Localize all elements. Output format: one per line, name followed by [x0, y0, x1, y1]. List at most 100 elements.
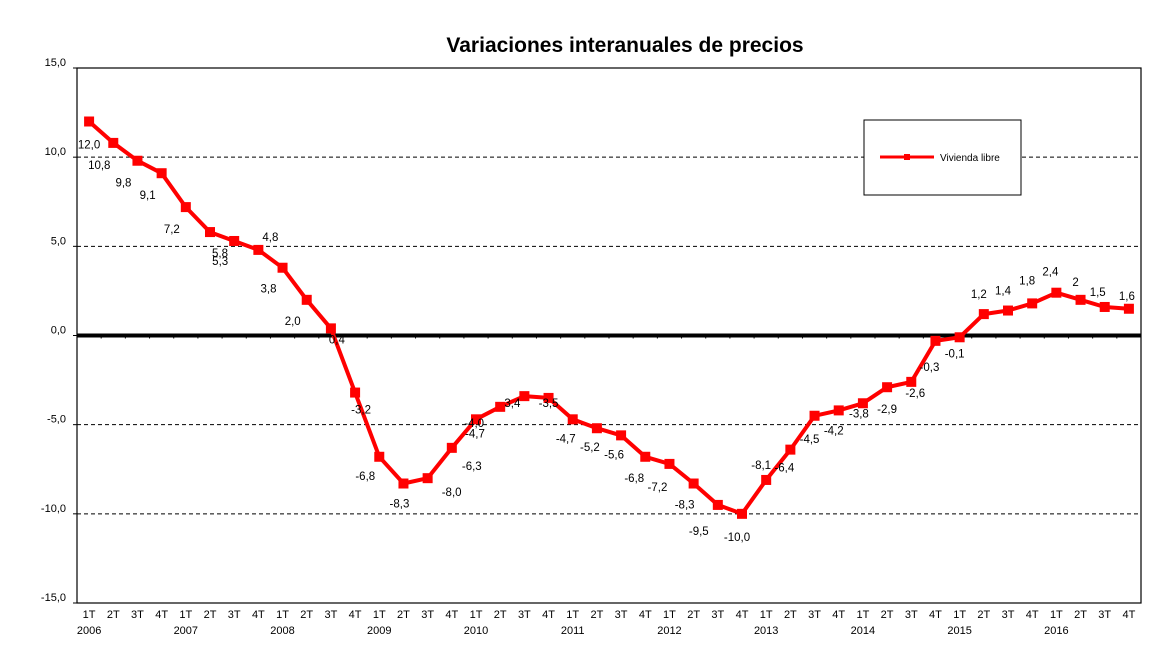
- x-year-label: 2011: [561, 625, 585, 637]
- data-point: [325, 323, 336, 334]
- x-tick-label: 2T: [300, 609, 313, 621]
- data-point: [664, 458, 675, 469]
- data-label: 1,4: [995, 286, 1012, 298]
- data-label: -8,0: [442, 487, 462, 499]
- x-tick-label: 3T: [905, 609, 918, 621]
- chart-title: Variaciones interanuales de precios: [446, 34, 803, 57]
- y-tick-label: -5,0: [47, 414, 66, 426]
- x-tick-label: 2T: [1074, 609, 1087, 621]
- data-label: -5,6: [604, 449, 624, 461]
- data-label: -10,0: [724, 532, 750, 544]
- data-point: [205, 227, 215, 238]
- data-point: [398, 478, 409, 489]
- data-label: -4,5: [800, 434, 820, 446]
- data-point: [882, 382, 893, 393]
- data-point: [277, 262, 288, 273]
- data-point: [567, 414, 578, 425]
- data-label: -9,5: [689, 526, 709, 538]
- data-label: 1,2: [971, 289, 987, 301]
- x-tick-label: 2T: [397, 609, 410, 621]
- data-point: [833, 405, 844, 416]
- data-point: [108, 137, 119, 148]
- legend-marker: [904, 154, 910, 160]
- data-point: [978, 309, 989, 320]
- x-tick-label: 1T: [856, 609, 869, 621]
- x-tick-label: 2T: [494, 609, 507, 621]
- y-tick-label: 15,0: [45, 57, 66, 69]
- data-point: [761, 474, 772, 485]
- x-tick-label: 2T: [590, 609, 603, 621]
- x-tick-label: 4T: [155, 609, 168, 621]
- data-label: 5,3: [212, 256, 228, 268]
- x-tick-label: 2T: [977, 609, 990, 621]
- data-point: [519, 391, 530, 402]
- data-point: [906, 376, 917, 387]
- x-tick-label: 1T: [566, 609, 579, 621]
- data-point: [954, 332, 965, 343]
- x-year-label: 2006: [77, 625, 101, 637]
- x-tick-label: 3T: [1002, 609, 1015, 621]
- data-point: [180, 202, 191, 213]
- data-point: [1027, 298, 1038, 309]
- x-year-label: 2010: [464, 625, 488, 637]
- data-point: [84, 116, 95, 127]
- legend-label: Vivienda libre: [940, 153, 1000, 164]
- data-label: -7,2: [648, 482, 668, 494]
- data-point: [857, 398, 868, 409]
- data-label: -2,6: [905, 388, 925, 400]
- x-tick-label: 4T: [736, 609, 749, 621]
- data-label: -6,8: [624, 473, 644, 485]
- x-year-label: 2007: [174, 625, 198, 637]
- data-label: -0,1: [945, 348, 965, 360]
- data-point: [1051, 287, 1062, 298]
- x-year-label: 2012: [657, 625, 681, 637]
- data-label: 0,4: [329, 334, 346, 346]
- x-tick-label: 1T: [179, 609, 192, 621]
- x-tick-label: 1T: [760, 609, 773, 621]
- data-label: 5,8: [212, 248, 228, 260]
- data-label: -6,8: [355, 471, 375, 483]
- x-tick-label: 4T: [542, 609, 555, 621]
- data-label: 2,0: [285, 316, 301, 328]
- x-year-label: 2009: [367, 625, 391, 637]
- y-axis: 15,0 10,0 5,0 0,0 -5,0 -10,0 -15,0: [41, 57, 77, 604]
- data-label: -4,0: [464, 418, 484, 430]
- data-label: -4,7: [465, 428, 485, 440]
- y-tick-label: -10,0: [41, 503, 66, 515]
- x-year-label: 2014: [851, 625, 875, 637]
- data-label: -2,9: [877, 404, 897, 416]
- x-year-label: 2013: [754, 625, 778, 637]
- x-tick-label: 4T: [349, 609, 362, 621]
- data-point: [301, 294, 312, 305]
- data-point: [495, 401, 506, 412]
- data-label: -3,2: [351, 405, 371, 417]
- x-tick-label: 1T: [276, 609, 289, 621]
- data-label: 1,8: [1019, 275, 1035, 287]
- data-point: [350, 387, 361, 398]
- x-tick-label: 3T: [1098, 609, 1111, 621]
- data-point: [616, 430, 627, 441]
- x-tick-label: 4T: [1122, 609, 1135, 621]
- data-label: 2,4: [1042, 267, 1059, 279]
- x-year-label: 2015: [947, 625, 971, 637]
- data-point: [785, 444, 796, 455]
- data-label: -3,8: [849, 408, 869, 420]
- data-point: [229, 235, 240, 246]
- data-point: [712, 499, 723, 510]
- data-label: -8,1: [751, 460, 771, 472]
- x-axis: 1T 2T 3T 4T 1T 2T 3T 4T 1T 2T 3T 4T 1T 2T 3T 4T 1T 2T 3T 4T…: [76, 333, 1142, 637]
- x-tick-label: 4T: [832, 609, 845, 621]
- data-label: 3,8: [261, 284, 277, 296]
- x-tick-label: 3T: [615, 609, 628, 621]
- x-tick-label: 1T: [373, 609, 386, 621]
- x-tick-label: 3T: [518, 609, 531, 621]
- x-tick-label: 3T: [324, 609, 337, 621]
- x-tick-label: 2T: [687, 609, 700, 621]
- data-label: -4,2: [824, 425, 844, 437]
- y-tick-label: 0,0: [51, 325, 66, 337]
- data-point: [809, 410, 820, 421]
- data-point: [930, 335, 941, 346]
- data-label: 2: [1072, 277, 1078, 289]
- data-label: 12,0: [78, 140, 100, 152]
